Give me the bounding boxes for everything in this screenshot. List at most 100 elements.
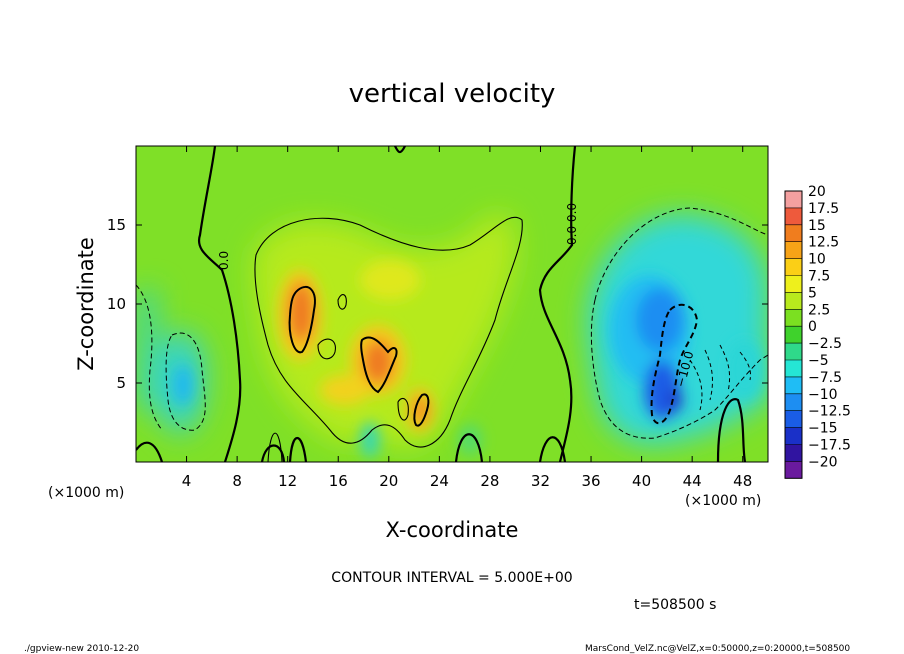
contours xyxy=(136,146,768,462)
colorbar-swatch xyxy=(785,360,802,378)
left-down-core xyxy=(173,365,193,405)
colorbar-label: −15 xyxy=(808,421,838,437)
x-tick-label: 12 xyxy=(278,472,297,490)
colorbar: 2017.51512.5107.552.50−2.5−5−7.5−10−12.5… xyxy=(784,184,851,479)
x-tick-label: 4 xyxy=(182,472,192,490)
colorbar-label: −17.5 xyxy=(808,438,851,454)
colorbar-label: −5 xyxy=(808,353,829,369)
colorbar-label: 7.5 xyxy=(808,269,830,285)
x-tick-label: 20 xyxy=(379,472,398,490)
zero-contour-top xyxy=(394,146,406,154)
colorbar-swatch xyxy=(785,191,802,209)
velocity-field xyxy=(136,146,768,462)
x-tick-label: 40 xyxy=(632,472,651,490)
contour-minus5-left-edge xyxy=(136,284,163,431)
zero-contour-bottom-1 xyxy=(136,441,164,462)
y-tick-label: 15 xyxy=(107,216,126,234)
contour-plus10-b xyxy=(360,336,398,394)
contour-label-2: 0.0 xyxy=(565,226,579,245)
colorbar-swatch xyxy=(785,275,802,293)
contour-plus5-small-3 xyxy=(397,398,409,421)
footer-right: MarsCond_VelZ.nc@VelZ,x=0:50000,z=0:2000… xyxy=(585,644,850,654)
colorbar-label: 0 xyxy=(808,319,817,335)
colorbar-label: 20 xyxy=(808,184,826,200)
far-right-cool xyxy=(727,340,763,400)
x-tick-label: 28 xyxy=(480,472,499,490)
contour-plus5-envelope xyxy=(254,216,523,448)
contour-interval: CONTOUR INTERVAL = 5.000E+00 xyxy=(331,570,572,586)
contour-plus5-bottom xyxy=(267,432,283,462)
down-core-deep xyxy=(668,388,682,412)
x-tick-label: 36 xyxy=(581,472,600,490)
x-axis: 4 8 12 16 20 24 28 32 36 40 44 48 xyxy=(182,146,752,490)
zero-contour-bottom-3 xyxy=(288,437,308,462)
contour-label-3: 0.0 xyxy=(565,203,579,222)
zero-contour-bottom-6 xyxy=(716,398,747,462)
x-tick-label: 32 xyxy=(531,472,550,490)
contour-minus5-streak-2 xyxy=(704,349,713,401)
contour-minus5-streak-4 xyxy=(739,351,751,381)
contour-minus5-right xyxy=(594,207,768,301)
y-axis: 5 10 15 xyxy=(107,216,768,392)
zero-contour-mid xyxy=(538,146,577,462)
zero-contour-left xyxy=(197,146,242,462)
down-core-mid xyxy=(636,288,684,352)
x-unit-right: (×1000 m) xyxy=(685,493,761,509)
zero-contour-bottom-4 xyxy=(454,433,484,462)
contour-minus5-left xyxy=(165,332,206,431)
colorbar-label: 15 xyxy=(808,218,826,234)
x-tick-label: 8 xyxy=(232,472,242,490)
contour-plus10-a xyxy=(288,285,316,354)
zero-contour-bottom-2 xyxy=(260,444,286,462)
colorbar-swatch xyxy=(785,309,802,327)
colorbar-swatch xyxy=(785,224,802,242)
x-tick-label: 44 xyxy=(683,472,702,490)
x-axis-label: X-coordinate xyxy=(386,518,519,542)
x-tick-label: 24 xyxy=(430,472,449,490)
colorbar-label: −2.5 xyxy=(808,336,842,352)
colorbar-swatch xyxy=(785,258,802,276)
colorbar-swatch xyxy=(785,461,802,479)
colorbar-swatch xyxy=(785,292,802,310)
core-b-inner xyxy=(363,340,393,384)
contour-minus10 xyxy=(650,303,699,425)
colorbar-label: 17.5 xyxy=(808,201,839,217)
contour-plus10-c xyxy=(413,393,430,427)
colorbar-label: 2.5 xyxy=(808,302,830,318)
colorbar-swatch xyxy=(785,326,802,344)
core-d xyxy=(320,375,370,405)
colorbar-swatch xyxy=(785,343,802,361)
contour-label-1: 0.0 xyxy=(217,251,231,270)
colorbar-label: −10 xyxy=(808,387,838,403)
time-label: t=508500 s xyxy=(634,597,716,613)
y-tick-label: 5 xyxy=(116,374,126,392)
y-axis-label: Z-coordinate xyxy=(74,237,98,371)
colorbar-label: 12.5 xyxy=(808,235,839,251)
colorbar-swatch xyxy=(785,427,802,445)
colorbar-label: 10 xyxy=(808,252,826,268)
colorbar-label: 5 xyxy=(808,285,817,301)
core-a-inner xyxy=(288,282,314,342)
colorbar-swatch xyxy=(785,241,802,259)
contour-minus5-streak-3 xyxy=(719,344,731,393)
colorbar-swatch xyxy=(785,410,802,428)
footer-left: ./gpview-new 2010-12-20 xyxy=(24,644,139,654)
left-edge-cool xyxy=(136,290,158,410)
core-e xyxy=(360,260,420,300)
zero-contour-bottom-5 xyxy=(538,436,567,462)
bottom-patch-2 xyxy=(458,424,482,456)
colorbar-label: −7.5 xyxy=(808,370,842,386)
contour-plus5-small-1 xyxy=(337,294,347,310)
colorbar-swatch xyxy=(785,376,802,395)
contour-plus5-small-2 xyxy=(317,338,336,360)
colorbar-swatch xyxy=(785,444,802,462)
colorbar-label: −20 xyxy=(808,454,838,470)
colorbar-swatch xyxy=(785,393,802,411)
x-tick-label: 16 xyxy=(329,472,348,490)
chart-title: vertical velocity xyxy=(349,79,556,109)
y-tick-label: 10 xyxy=(107,295,126,313)
x-unit-left: (×1000 m) xyxy=(48,485,124,501)
colorbar-label: −12.5 xyxy=(808,404,851,420)
field-cores xyxy=(173,260,763,458)
